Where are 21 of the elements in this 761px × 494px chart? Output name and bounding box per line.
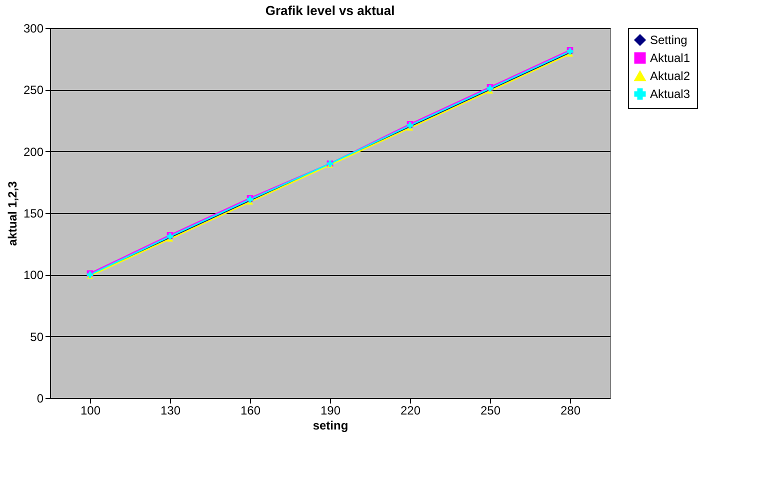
- y-tick-label: 300: [23, 22, 44, 36]
- x-tick-label: 280: [560, 404, 581, 418]
- x-axis-title: seting: [312, 418, 348, 432]
- x-tick-label: 130: [160, 404, 181, 418]
- y-tick-label: 100: [23, 268, 44, 282]
- x-tick-label: 100: [80, 404, 101, 418]
- x-tick-label: 160: [240, 404, 261, 418]
- y-tick-label: 150: [23, 206, 44, 220]
- legend-label: Aktual3: [650, 87, 690, 101]
- y-tick-label: 0: [36, 392, 44, 406]
- legend-label: Setting: [650, 33, 688, 47]
- legend-label: Aktual1: [650, 51, 690, 65]
- y-tick-label: 50: [30, 330, 44, 344]
- chart-title: Grafik level vs aktual: [265, 3, 395, 18]
- x-tick-label: 250: [480, 404, 501, 418]
- legend-label: Aktual2: [650, 69, 690, 83]
- y-tick-label: 200: [23, 144, 44, 159]
- x-tick-label: 220: [400, 404, 421, 418]
- y-tick-label: 250: [23, 83, 44, 98]
- x-tick-label: 190: [320, 404, 341, 418]
- y-axis-title: aktual 1,2,3: [5, 180, 20, 246]
